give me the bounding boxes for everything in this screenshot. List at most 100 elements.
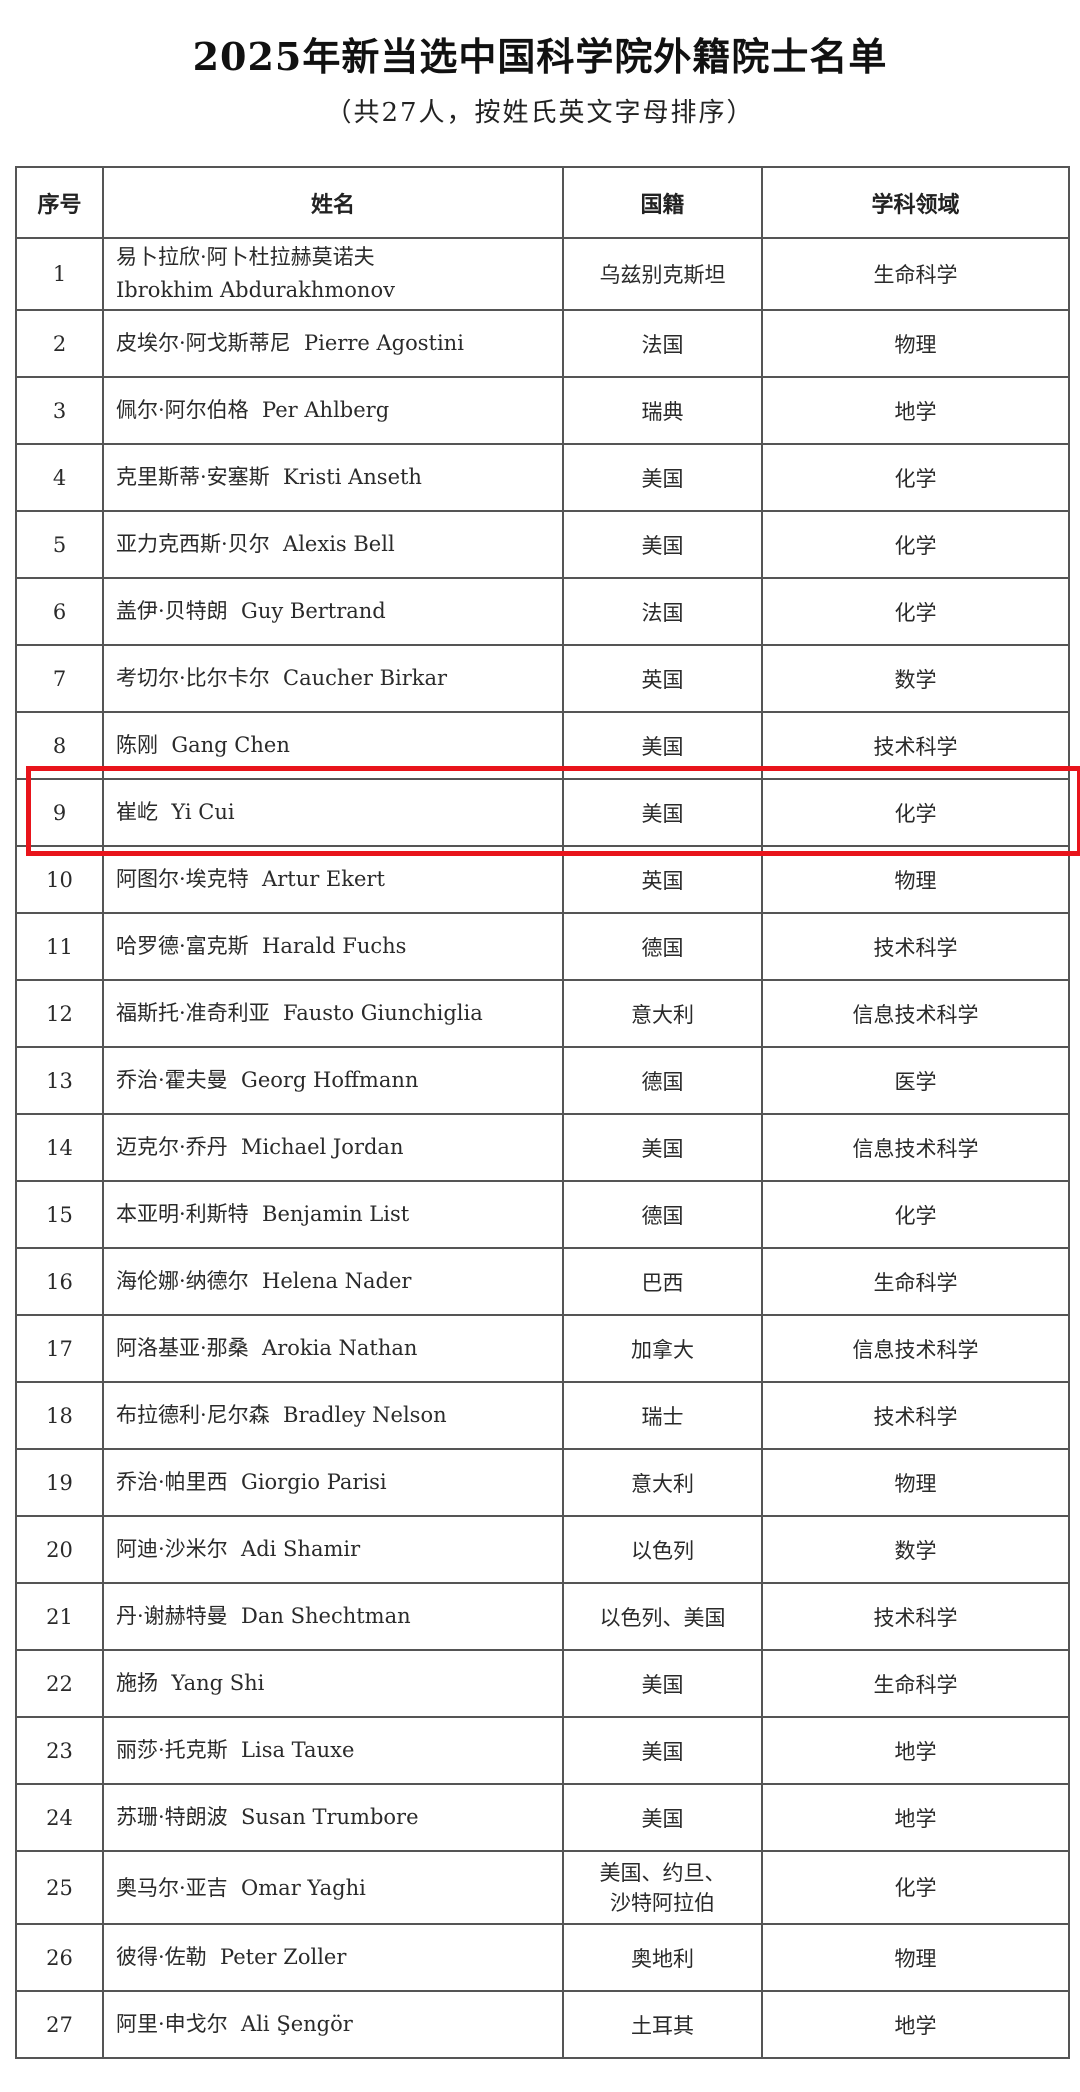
number: 21 xyxy=(46,1604,73,1629)
nationality: 瑞士 xyxy=(641,1404,684,1429)
cell-field: 信息技术科学 xyxy=(761,979,1070,1048)
table-row: 18 布拉德利·尼尔森 Bradley Nelson 瑞士 技术科学 xyxy=(15,1381,1070,1450)
field: 地学 xyxy=(894,1739,937,1764)
table-row: 3 佩尔·阿尔伯格 Per Ahlberg 瑞典 地学 xyxy=(15,376,1070,445)
nationality: 意大利 xyxy=(631,1002,694,1027)
table-row: 12 福斯托·准奇利亚 Fausto Giunchiglia 意大利 信息技术科学 xyxy=(15,979,1070,1048)
nationality: 德国 xyxy=(641,935,684,960)
table-row: 14 迈克尔·乔丹 Michael Jordan 美国 信息技术科学 xyxy=(15,1113,1070,1182)
field: 化学 xyxy=(894,801,937,826)
nationality: 德国 xyxy=(641,1069,684,1094)
cell-name: 亚力克西斯·贝尔 Alexis Bell xyxy=(102,510,564,579)
field: 信息技术科学 xyxy=(852,1002,979,1027)
cell-nationality: 以色列 xyxy=(562,1515,763,1584)
cell-nationality: 巴西 xyxy=(562,1247,763,1316)
nationality: 美国 xyxy=(641,1806,684,1831)
name-cn: 乔治·帕里西 xyxy=(116,1470,228,1494)
name-en: Fausto Giunchiglia xyxy=(283,1001,483,1025)
number: 14 xyxy=(46,1135,73,1160)
cell-number: 16 xyxy=(15,1247,104,1316)
nationality: 美国 xyxy=(641,801,684,826)
number: 19 xyxy=(46,1470,73,1495)
number: 10 xyxy=(46,867,73,892)
name-en: Artur Ekert xyxy=(262,867,385,891)
cell-number: 19 xyxy=(15,1448,104,1517)
number: 25 xyxy=(46,1875,73,1900)
cell-field: 地学 xyxy=(761,1716,1070,1785)
nationality: 乌兹别克斯坦 xyxy=(599,263,726,287)
header-number: 序号 xyxy=(15,166,104,239)
nationality: 以色列 xyxy=(631,1538,694,1563)
header-field: 学科领域 xyxy=(761,166,1070,239)
cell-number: 14 xyxy=(15,1113,104,1182)
cell-nationality: 美国 xyxy=(562,443,763,512)
number: 1 xyxy=(52,262,67,286)
table-row: 17 阿洛基亚·那桑 Arokia Nathan 加拿大 信息技术科学 xyxy=(15,1314,1070,1383)
cell-name: 皮埃尔·阿戈斯蒂尼 Pierre Agostini xyxy=(102,309,564,378)
name-en: Benjamin List xyxy=(262,1202,410,1226)
field: 化学 xyxy=(894,600,937,625)
field: 物理 xyxy=(894,332,937,357)
cell-number: 20 xyxy=(15,1515,104,1584)
name-en: Helena Nader xyxy=(262,1269,412,1293)
number: 18 xyxy=(46,1403,73,1428)
name-en: Michael Jordan xyxy=(241,1135,404,1159)
table-row: 19 乔治·帕里西 Giorgio Parisi 意大利 物理 xyxy=(15,1448,1070,1517)
table-row: 16 海伦娜·纳德尔 Helena Nader 巴西 生命科学 xyxy=(15,1247,1070,1316)
cell-nationality: 法国 xyxy=(562,577,763,646)
cell-name: 迈克尔·乔丹 Michael Jordan xyxy=(102,1113,564,1182)
cell-number: 7 xyxy=(15,644,104,713)
name-cn: 考切尔·比尔卡尔 xyxy=(116,666,270,690)
cell-field: 化学 xyxy=(761,778,1070,847)
name-cn: 本亚明·利斯特 xyxy=(116,1202,249,1226)
cell-field: 技术科学 xyxy=(761,1582,1070,1651)
table-row: 23 丽莎·托克斯 Lisa Tauxe 美国 地学 xyxy=(15,1716,1070,1785)
field: 医学 xyxy=(894,1069,937,1094)
cell-field: 技术科学 xyxy=(761,1381,1070,1450)
cell-name: 阿洛基亚·那桑 Arokia Nathan xyxy=(102,1314,564,1383)
cell-nationality: 美国 xyxy=(562,711,763,780)
table-row: 8 陈刚 Gang Chen 美国 技术科学 xyxy=(15,711,1070,780)
field: 化学 xyxy=(894,1203,937,1228)
cell-number: 9 xyxy=(15,778,104,847)
cell-number: 18 xyxy=(15,1381,104,1450)
name-en: Gang Chen xyxy=(171,733,290,757)
name-en: Ibrokhim Abdurakhmonov xyxy=(116,278,395,302)
name-en: Lisa Tauxe xyxy=(241,1738,355,1762)
cell-name: 奥马尔·亚吉 Omar Yaghi xyxy=(102,1850,564,1925)
table-row: 5 亚力克西斯·贝尔 Alexis Bell 美国 化学 xyxy=(15,510,1070,579)
field: 地学 xyxy=(894,1806,937,1831)
cell-name: 易卜拉欣·阿卜杜拉赫莫诺夫 Ibrokhim Abdurakhmonov xyxy=(102,237,564,311)
cell-field: 数学 xyxy=(761,644,1070,713)
nationality: 加拿大 xyxy=(631,1337,694,1362)
table-row: 10 阿图尔·埃克特 Artur Ekert 英国 物理 xyxy=(15,845,1070,914)
cell-number: 26 xyxy=(15,1923,104,1992)
cell-nationality: 意大利 xyxy=(562,1448,763,1517)
cell-field: 信息技术科学 xyxy=(761,1113,1070,1182)
number: 24 xyxy=(46,1805,73,1830)
number: 17 xyxy=(46,1336,73,1361)
table-row: 24 苏珊·特朗波 Susan Trumbore 美国 地学 xyxy=(15,1783,1070,1852)
number: 7 xyxy=(52,666,67,691)
cell-number: 13 xyxy=(15,1046,104,1115)
number: 5 xyxy=(52,532,67,557)
cell-nationality: 瑞士 xyxy=(562,1381,763,1450)
cell-number: 21 xyxy=(15,1582,104,1651)
nationality: 美国 xyxy=(641,1136,684,1161)
nationality: 土耳其 xyxy=(631,2013,694,2038)
cell-number: 2 xyxy=(15,309,104,378)
cell-number: 12 xyxy=(15,979,104,1048)
cell-number: 23 xyxy=(15,1716,104,1785)
cell-number: 15 xyxy=(15,1180,104,1249)
table-row: 7 考切尔·比尔卡尔 Caucher Birkar 英国 数学 xyxy=(15,644,1070,713)
header-nationality: 国籍 xyxy=(562,166,763,239)
number: 9 xyxy=(52,800,67,825)
field: 化学 xyxy=(894,1875,937,1900)
name-cn: 苏珊·特朗波 xyxy=(116,1805,228,1829)
name-cn: 奥马尔·亚吉 xyxy=(116,1875,228,1900)
cell-name: 阿里·申戈尔 Ali Şengör xyxy=(102,1990,564,2059)
name-cn: 盖伊·贝特朗 xyxy=(116,599,228,623)
cell-nationality: 德国 xyxy=(562,1046,763,1115)
field: 技术科学 xyxy=(873,1605,958,1630)
name-en: Harald Fuchs xyxy=(262,934,407,958)
